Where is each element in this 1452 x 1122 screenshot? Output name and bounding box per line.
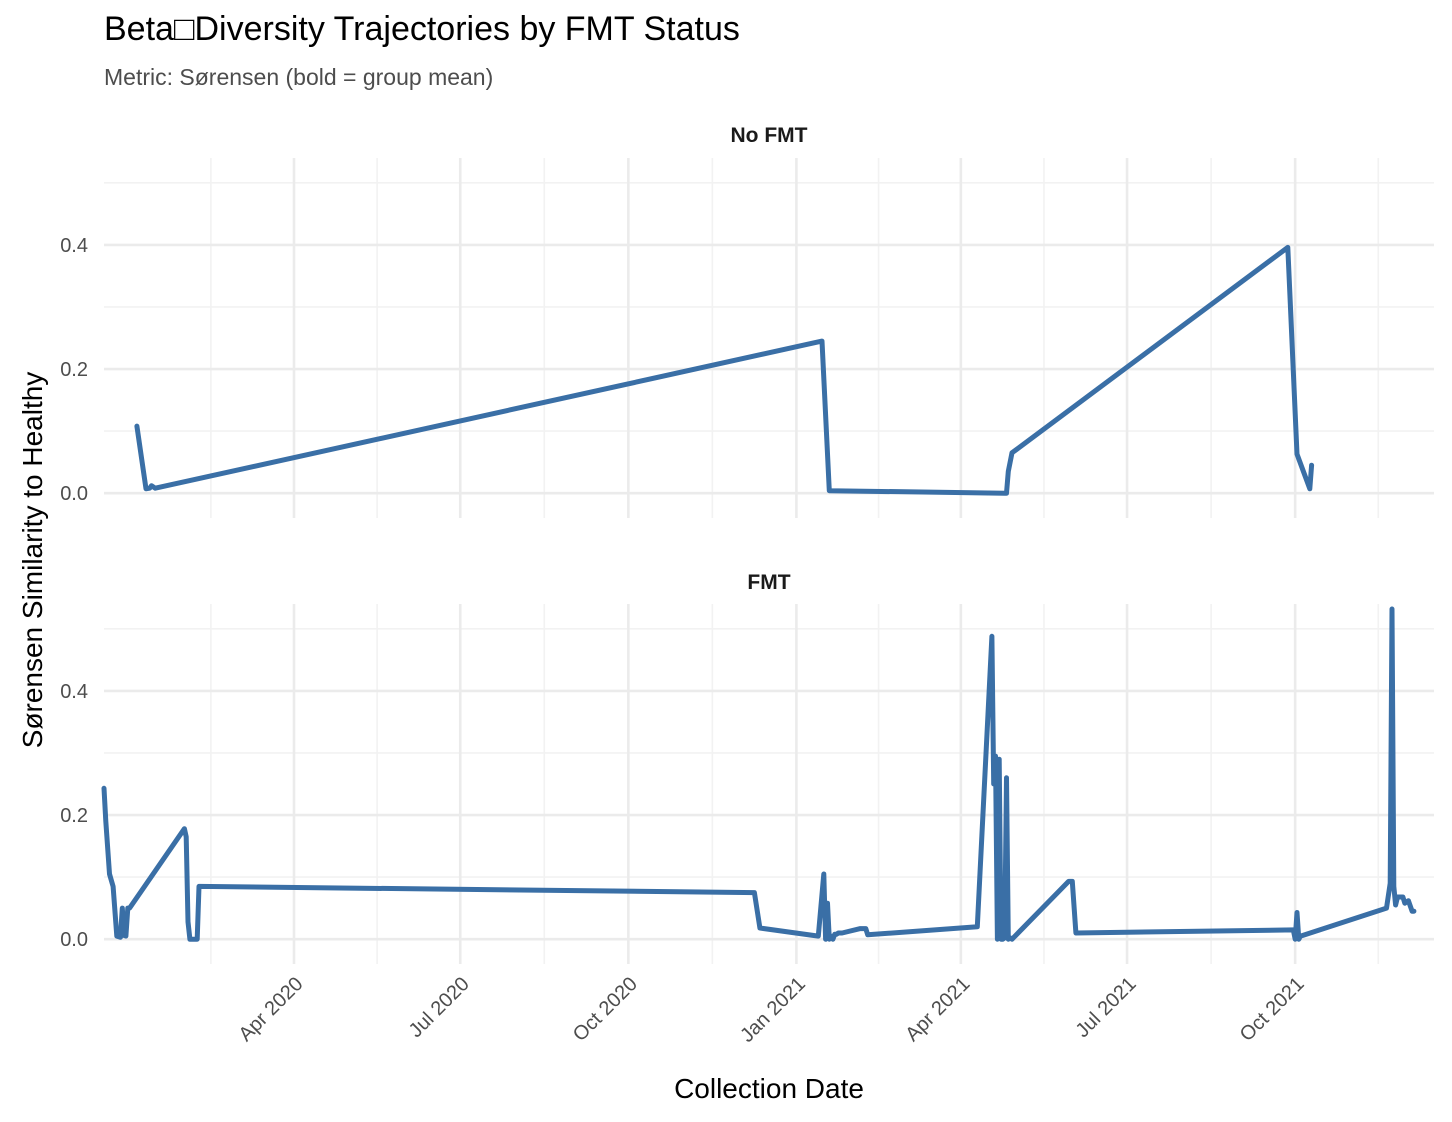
y-tick-labels-no-fmt: 0.0 0.2 0.4 [60, 235, 88, 505]
x-tick-label: Jan 2021 [736, 973, 810, 1047]
series-lines-no-fmt [134, 244, 1315, 496]
x-tick-label: Jul 2021 [1072, 973, 1141, 1042]
x-tick-label: Jul 2020 [405, 973, 474, 1042]
panel-no-fmt: No FMT 0.0 0.2 0.4 [60, 124, 1434, 518]
x-tick-labels: Apr 2020 Jul 2020 Oct 2020 Jan 2021 Apr 2021… [235, 973, 1309, 1047]
panel-fmt: FMT 0.0 0.2 0.4 [60, 571, 1434, 964]
y-tick-label: 0.4 [60, 235, 88, 257]
panel-strip-no-fmt: No FMT [731, 124, 808, 147]
panel-strip-fmt: FMT [747, 571, 790, 594]
chart-title: Beta□Diversity Trajectories by FMT Statu… [104, 10, 740, 48]
grid-no-fmt [104, 158, 1434, 518]
x-tick-label: Oct 2021 [1236, 973, 1309, 1046]
y-tick-label: 0.0 [60, 929, 88, 951]
x-tick-label: Oct 2020 [569, 973, 642, 1046]
x-tick-label: Apr 2021 [901, 973, 974, 1046]
y-tick-label: 0.2 [60, 805, 88, 827]
y-tick-labels-fmt: 0.0 0.2 0.4 [60, 681, 88, 951]
x-axis-title: Collection Date [674, 1073, 864, 1104]
series-line [134, 244, 1315, 496]
grid-fmt [104, 604, 1434, 964]
series-line [101, 606, 1417, 942]
x-tick-label: Apr 2020 [235, 973, 308, 1046]
chart-subtitle: Metric: Sørensen (bold = group mean) [104, 64, 494, 90]
y-axis-title: Sørensen Similarity to Healthy [17, 372, 48, 749]
series-lines-fmt [101, 606, 1417, 942]
y-tick-label: 0.2 [60, 359, 88, 381]
y-tick-label: 0.0 [60, 483, 88, 505]
y-tick-label: 0.4 [60, 681, 88, 703]
